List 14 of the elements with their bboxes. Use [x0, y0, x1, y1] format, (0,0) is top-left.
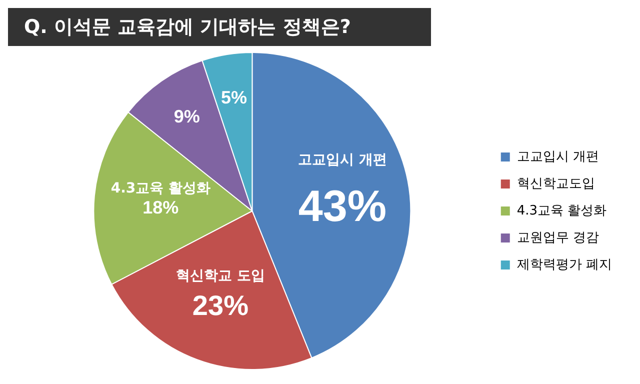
chart-title: Q. 이석문 교육감에 기대하는 정책은?	[8, 8, 431, 46]
legend-label: 4.3교육 활성화	[516, 203, 607, 218]
legend-label: 고교입시 개편	[516, 149, 600, 164]
data-label: 23%	[192, 290, 249, 321]
data-label: 18%	[142, 197, 179, 218]
data-label: 9%	[174, 106, 200, 126]
legend-label: 제학력평가 폐지	[516, 257, 612, 272]
text: 혁신학교 도입	[176, 268, 265, 284]
text: 4.3교육 활성화	[110, 180, 211, 196]
data-label: 5%	[220, 87, 247, 108]
legend-label: 교원업무 경감	[516, 230, 600, 246]
text: 고교입시 개편	[298, 152, 387, 168]
legend-label: 혁신학교도입	[516, 176, 595, 192]
data-label: 43%	[298, 182, 386, 231]
